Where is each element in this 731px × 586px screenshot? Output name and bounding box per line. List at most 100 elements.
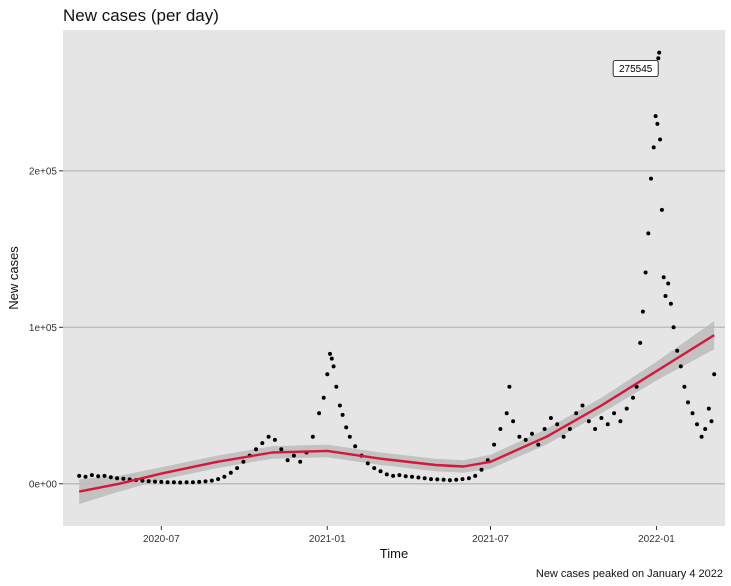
data-point-94 <box>631 395 635 400</box>
data-point-67 <box>466 476 471 481</box>
data-point-91 <box>612 411 617 416</box>
peak-annotation-label: 275545 <box>619 64 653 75</box>
data-point-22 <box>216 477 221 482</box>
data-point-5 <box>108 475 113 480</box>
data-point-123 <box>712 372 717 377</box>
data-point-2 <box>89 473 94 478</box>
data-point-13 <box>159 479 164 484</box>
data-point-78 <box>530 431 534 436</box>
data-point-103 <box>655 121 660 126</box>
data-point-81 <box>548 416 553 420</box>
data-point-108 <box>661 275 666 280</box>
data-point-49 <box>353 444 358 449</box>
data-point-117 <box>690 411 695 416</box>
data-point-88 <box>593 427 598 431</box>
data-point-47 <box>344 425 349 430</box>
data-point-62 <box>435 477 440 482</box>
data-point-65 <box>454 477 459 482</box>
data-point-69 <box>479 467 484 472</box>
data-point-52 <box>372 466 377 471</box>
data-point-19 <box>197 479 202 484</box>
data-point-93 <box>624 406 629 411</box>
data-point-1 <box>83 474 88 479</box>
data-point-105 <box>657 50 662 55</box>
data-point-43 <box>331 364 336 369</box>
data-point-20 <box>203 479 208 484</box>
data-point-79 <box>536 442 541 447</box>
data-point-68 <box>473 473 478 478</box>
data-point-30 <box>266 434 271 439</box>
data-point-55 <box>391 473 396 478</box>
data-point-92 <box>618 419 623 424</box>
data-point-102 <box>653 114 658 119</box>
data-point-114 <box>678 364 683 369</box>
y-tick-label-1: 1e+05 <box>29 323 58 334</box>
chart-title: New cases (per day) <box>63 6 219 25</box>
data-point-64 <box>447 478 452 483</box>
data-point-75 <box>511 419 516 424</box>
data-point-44 <box>334 384 339 389</box>
data-point-16 <box>178 480 183 485</box>
data-point-57 <box>403 474 408 479</box>
data-point-25 <box>235 466 240 471</box>
smooth-trend-line <box>78 334 715 493</box>
data-point-112 <box>671 325 676 330</box>
data-point-98 <box>643 270 648 275</box>
data-point-109 <box>663 294 668 298</box>
data-point-29 <box>260 441 265 446</box>
data-point-45 <box>337 403 342 408</box>
data-point-82 <box>555 422 560 427</box>
data-point-87 <box>586 419 591 424</box>
data-point-48 <box>347 434 352 439</box>
data-point-77 <box>523 437 528 442</box>
data-point-18 <box>190 480 195 485</box>
data-point-35 <box>298 459 303 464</box>
data-point-119 <box>699 434 704 439</box>
data-point-122 <box>709 419 714 424</box>
data-point-6 <box>115 476 120 481</box>
data-point-85 <box>574 411 579 416</box>
x-tick-label-3: 2022-01 <box>638 534 675 545</box>
annotation-layer: 275545 <box>612 60 659 78</box>
data-point-71 <box>492 442 497 447</box>
data-point-38 <box>317 411 322 416</box>
y-axis-label: New cases <box>6 246 21 310</box>
data-point-42 <box>329 356 334 361</box>
data-point-11 <box>146 479 151 484</box>
data-point-113 <box>675 348 680 353</box>
data-point-33 <box>285 458 290 463</box>
y-tick-label-0: 0e+00 <box>29 479 58 490</box>
data-point-23 <box>222 474 227 479</box>
data-point-111 <box>668 301 673 306</box>
data-point-41 <box>328 351 332 356</box>
data-point-86 <box>580 403 585 408</box>
x-tick-label-2: 2021-07 <box>472 534 509 545</box>
data-point-14 <box>165 480 170 485</box>
data-point-26 <box>241 459 246 464</box>
chart-caption: New cases peaked on January 4 2022 <box>536 568 723 580</box>
data-point-116 <box>686 400 690 405</box>
data-point-110 <box>666 281 671 286</box>
tick-layer: 0e+00 1e+05 2e+05 2020-07 2021-01 2021-07 2022… <box>29 166 675 545</box>
data-point-0 <box>77 473 82 478</box>
data-point-3 <box>96 474 101 479</box>
data-point-51 <box>365 461 370 466</box>
data-point-104 <box>656 56 661 61</box>
data-point-59 <box>416 475 421 480</box>
data-point-24 <box>228 470 233 475</box>
data-point-54 <box>384 472 389 477</box>
data-point-80 <box>542 427 547 431</box>
data-point-121 <box>706 406 711 411</box>
x-tick-label-1: 2021-01 <box>309 534 346 545</box>
data-point-53 <box>378 469 383 474</box>
x-axis-label: Time <box>380 546 408 561</box>
data-point-107 <box>659 207 664 212</box>
data-point-39 <box>321 395 326 400</box>
data-point-34 <box>291 453 296 458</box>
data-point-95 <box>634 384 639 389</box>
data-point-63 <box>441 477 446 482</box>
data-point-106 <box>658 137 663 142</box>
data-point-99 <box>646 231 651 236</box>
